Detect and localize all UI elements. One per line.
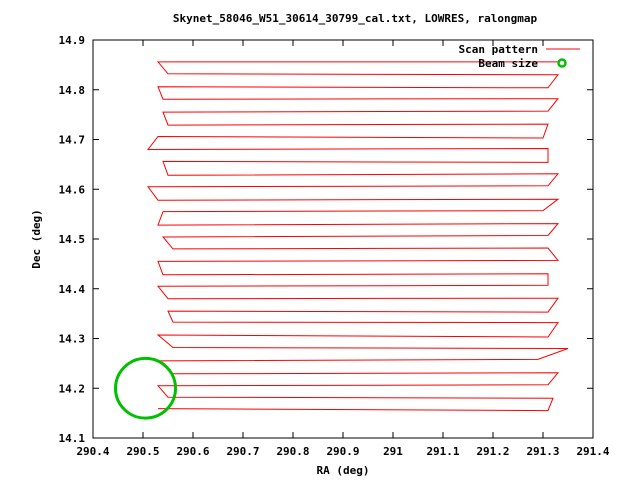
y-tick-label: 14.1 <box>59 432 86 445</box>
y-tick-label: 14.8 <box>59 84 86 97</box>
x-tick-label: 290.9 <box>326 445 359 458</box>
legend-label-scan: Scan pattern <box>459 43 538 56</box>
x-tick-label: 291.2 <box>476 445 509 458</box>
y-tick-label: 14.9 <box>59 34 86 47</box>
x-tick-label: 290.4 <box>76 445 109 458</box>
y-axis-label: Dec (deg) <box>30 209 43 269</box>
x-axis-label: RA (deg) <box>317 464 370 477</box>
x-tick-label: 291.3 <box>526 445 559 458</box>
x-tick-label: 291.1 <box>426 445 459 458</box>
y-tick-label: 14.4 <box>59 283 86 296</box>
plot-frame <box>92 39 594 439</box>
legend-label-beam: Beam size <box>478 57 538 70</box>
x-tick-label: 291.4 <box>576 445 609 458</box>
legend: Scan pattern Beam size <box>459 43 580 70</box>
scan-pattern-line <box>146 61 569 412</box>
y-tick-label: 14.3 <box>59 333 86 346</box>
y-tick-label: 14.5 <box>59 233 86 246</box>
beam-size-circle <box>114 356 177 420</box>
x-tick-label: 291 <box>383 445 403 458</box>
x-tick-label: 290.7 <box>226 445 259 458</box>
x-tick-label: 290.6 <box>176 445 209 458</box>
y-tick-label: 14.7 <box>59 134 86 147</box>
y-tick-label: 14.6 <box>59 183 86 196</box>
x-tick-label: 290.5 <box>126 445 159 458</box>
x-tick-label: 290.8 <box>276 445 309 458</box>
legend-swatch-beam <box>557 58 567 68</box>
chart-title: Skynet_58046_W51_30614_30799_cal.txt, LO… <box>173 12 538 25</box>
y-tick-label: 14.2 <box>59 382 86 395</box>
